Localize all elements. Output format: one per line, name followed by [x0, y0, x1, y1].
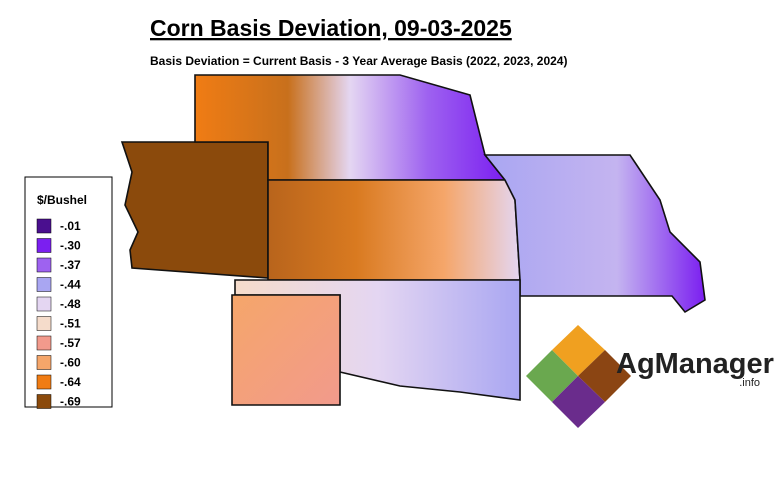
legend-title: $/Bushel [37, 193, 87, 207]
map [120, 74, 706, 406]
legend-label: -.37 [60, 258, 81, 272]
legend-swatch [36, 355, 52, 370]
legend-swatch [36, 238, 52, 253]
legend-swatch [36, 394, 52, 409]
legend-label: -.51 [60, 317, 81, 331]
region [231, 294, 341, 406]
logo-suffix: .info [739, 377, 760, 389]
legend-box [24, 176, 113, 408]
logo-name: AgManager [616, 348, 774, 380]
legend-label: -.44 [60, 278, 81, 292]
legend-swatch [36, 218, 52, 234]
legend-label: -.64 [60, 375, 81, 389]
region [483, 154, 706, 314]
title: Corn Basis Deviation, 09-03-2025 [150, 15, 512, 41]
legend-swatch [36, 257, 52, 273]
legend-swatch [36, 316, 52, 331]
legend: -.01 -.30 -.37 -.44 -.48 -.51 -.57 -.60 -.64 -.69 [36, 218, 81, 409]
legend-swatch [36, 374, 52, 390]
legend-label: -.57 [60, 336, 81, 350]
legend-swatch [36, 296, 52, 312]
legend-label: -.01 [60, 219, 81, 233]
logo: AgManager .info [526, 325, 774, 428]
legend-label: -.30 [60, 239, 81, 253]
logo-diamond [552, 376, 605, 428]
region [267, 179, 521, 281]
legend-label: -.60 [60, 356, 81, 370]
subtitle: Basis Deviation = Current Basis - 3 Year… [150, 54, 567, 68]
logo-diamond [578, 350, 631, 402]
legend-label: -.69 [60, 395, 81, 409]
legend-swatch [36, 277, 52, 292]
legend-swatch [36, 335, 52, 351]
legend-label: -.48 [60, 297, 81, 311]
region [120, 141, 269, 279]
